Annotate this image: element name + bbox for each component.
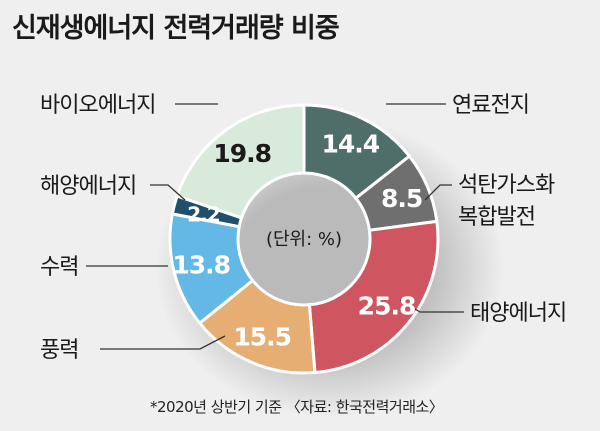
slice-6 [175,103,306,220]
slice-value-6: 19.8 [213,139,271,168]
slice-value-1: 8.5 [381,184,422,213]
slice-label-1-line0: 석탄가스화 [458,173,555,198]
slice-value-5: 2.2 [187,203,220,227]
slice-label-4: 수력 [40,255,78,280]
slice-2 [307,219,440,375]
slice-label-3: 풍력 [40,338,78,363]
slice-value-3: 15.5 [233,322,291,351]
leader-line-3 [100,335,226,350]
chart-title: 신재생에너지 전력거래량 비중 [12,13,340,44]
unit-note: (단위: %) [266,229,342,250]
footnote: *2020년 상반기 기준 〈자료: 한국전력거래소〉 [150,398,444,416]
slice-label-2: 태양에너지 [470,301,566,326]
slice-label-6: 바이오에너지 [40,93,155,118]
leader-line-1 [424,184,452,201]
slice-value-4: 13.8 [172,251,230,280]
leader-line-2 [399,299,464,313]
slice-value-2: 25.8 [358,292,416,321]
slice-value-0: 14.4 [321,130,379,159]
slice-label-5: 해양에너지 [40,174,136,199]
slice-label-1-line1: 복합발전 [458,205,535,230]
slice-label-0: 연료전지 [452,93,529,118]
leader-line-5 [150,184,186,201]
